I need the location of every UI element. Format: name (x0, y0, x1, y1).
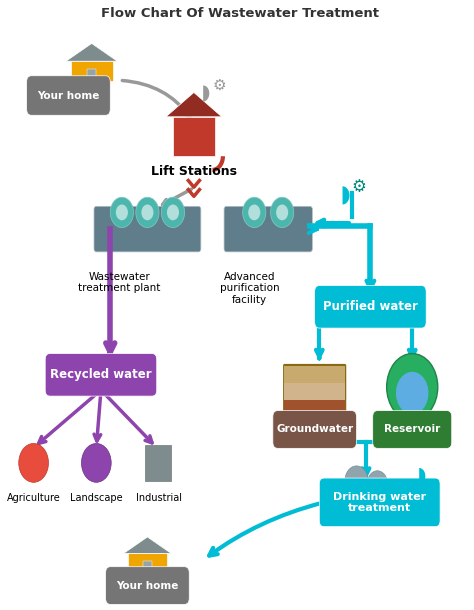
Text: Groundwater: Groundwater (276, 425, 353, 434)
Circle shape (19, 443, 48, 483)
Text: Recycled water: Recycled water (50, 368, 152, 381)
Circle shape (110, 197, 134, 228)
FancyBboxPatch shape (94, 206, 201, 252)
Text: Lift Stations: Lift Stations (151, 165, 237, 178)
Polygon shape (71, 61, 113, 81)
Text: ⚙: ⚙ (213, 77, 226, 93)
FancyBboxPatch shape (106, 567, 189, 605)
Circle shape (396, 371, 428, 414)
FancyBboxPatch shape (224, 206, 312, 252)
Text: Wastewater
treatment plant: Wastewater treatment plant (78, 271, 161, 293)
Text: Landscape: Landscape (70, 493, 123, 503)
Polygon shape (419, 461, 425, 484)
Text: Flow Chart Of Wastewater Treatment: Flow Chart Of Wastewater Treatment (101, 7, 379, 21)
FancyBboxPatch shape (319, 478, 440, 526)
Text: Your home: Your home (37, 90, 100, 101)
Bar (284, 383, 345, 400)
Circle shape (367, 471, 388, 498)
Circle shape (136, 197, 159, 228)
Text: Reservoir: Reservoir (384, 425, 440, 434)
FancyBboxPatch shape (373, 411, 452, 448)
Circle shape (167, 204, 179, 220)
Text: Industrial: Industrial (136, 493, 182, 503)
Circle shape (276, 204, 288, 220)
FancyBboxPatch shape (27, 76, 110, 115)
Polygon shape (343, 179, 349, 204)
Circle shape (243, 197, 266, 228)
Polygon shape (203, 79, 210, 101)
Polygon shape (173, 117, 215, 156)
Text: Purified water: Purified water (323, 300, 418, 314)
FancyBboxPatch shape (315, 285, 426, 328)
Polygon shape (128, 553, 167, 572)
Text: Your home: Your home (116, 581, 179, 590)
Circle shape (248, 204, 260, 220)
Bar (145, 445, 171, 481)
Bar (143, 561, 152, 572)
Circle shape (345, 466, 368, 497)
Circle shape (141, 204, 154, 220)
Circle shape (82, 443, 111, 483)
Circle shape (161, 197, 184, 228)
Bar (284, 367, 345, 383)
Text: ⚙: ⚙ (351, 178, 366, 196)
Polygon shape (124, 537, 171, 553)
Text: Advanced
purification
facility: Advanced purification facility (220, 271, 280, 305)
Circle shape (116, 204, 128, 220)
Text: Agriculture: Agriculture (7, 493, 61, 503)
Circle shape (271, 197, 294, 228)
Polygon shape (66, 43, 118, 61)
FancyBboxPatch shape (273, 411, 356, 448)
Circle shape (387, 354, 438, 420)
Text: Drinking water
treatment: Drinking water treatment (333, 492, 426, 513)
Bar (87, 69, 96, 81)
FancyBboxPatch shape (283, 364, 346, 419)
Polygon shape (166, 93, 222, 117)
FancyBboxPatch shape (45, 354, 157, 396)
Bar (284, 400, 345, 417)
